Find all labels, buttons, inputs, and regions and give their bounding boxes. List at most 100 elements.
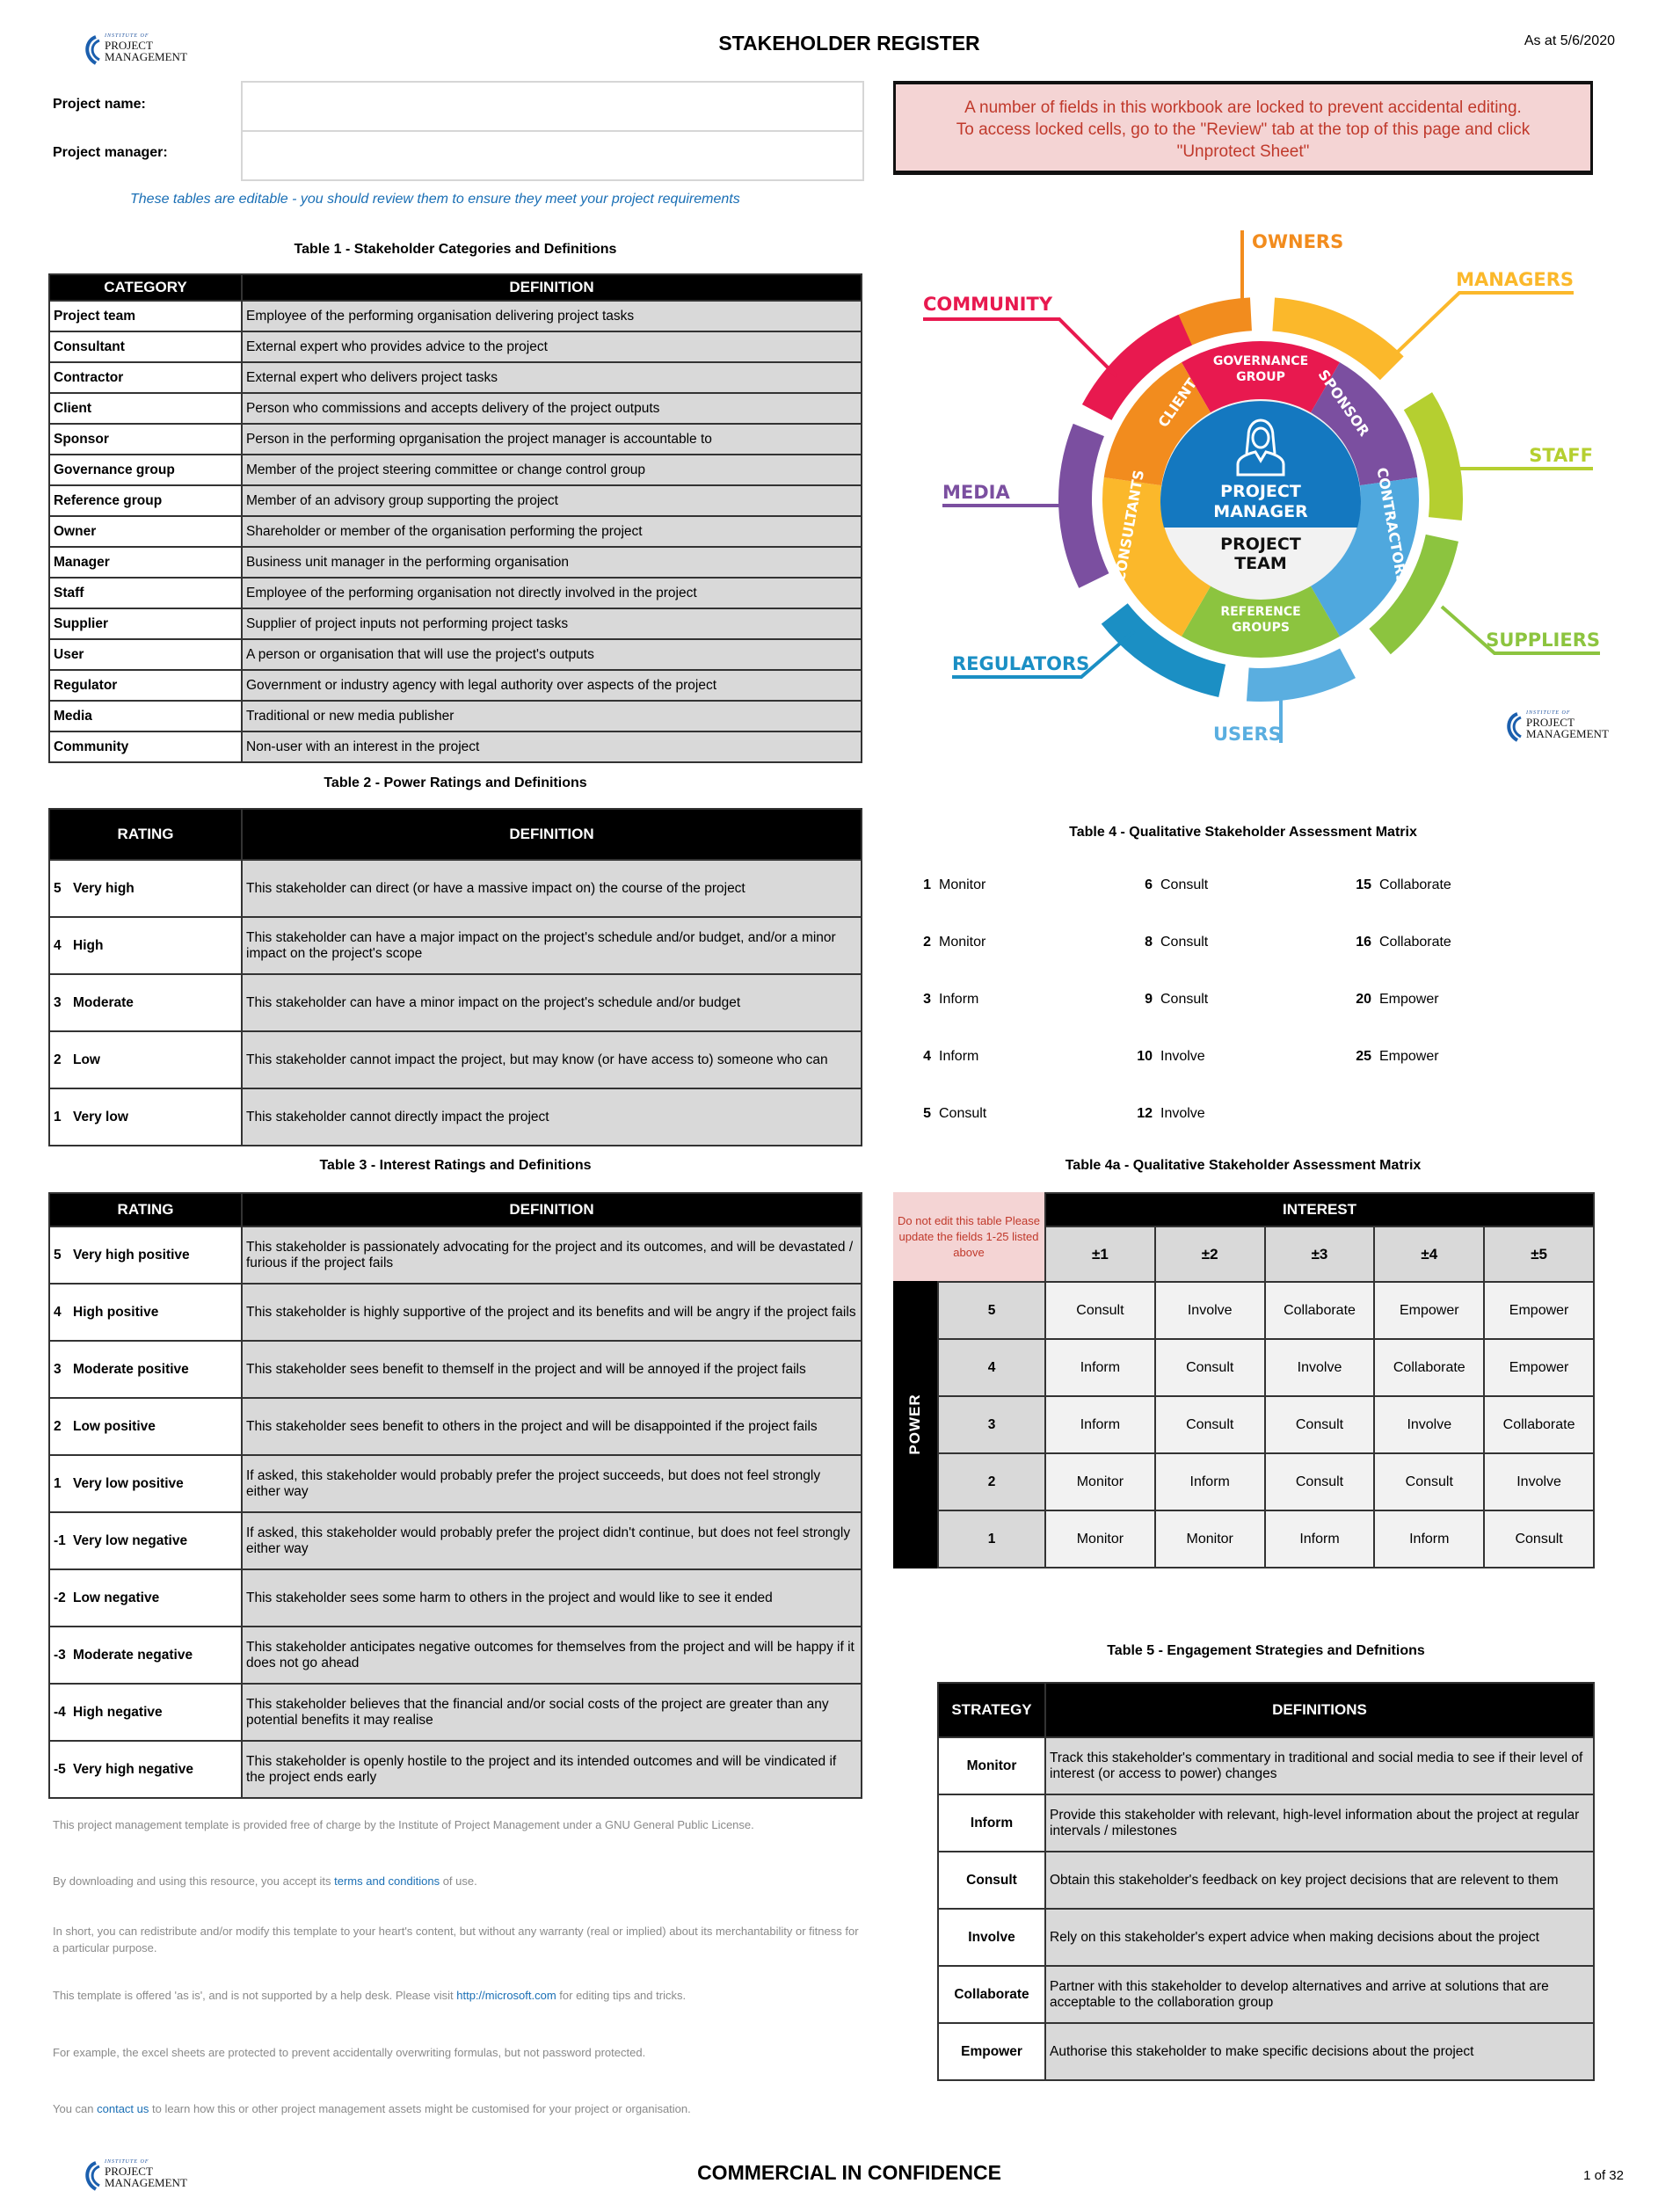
definition-cell[interactable]: Rely on this stakeholder's expert advice… xyxy=(1044,1908,1595,1967)
definition-cell[interactable]: This stakeholder sees some harm to other… xyxy=(241,1568,862,1627)
project-name-field[interactable] xyxy=(241,81,864,132)
definition-cell[interactable]: Employee of the performing organisation … xyxy=(241,300,862,332)
definition-cell[interactable]: Government or industry agency with legal… xyxy=(241,669,862,702)
definition-cell[interactable]: This stakeholder anticipates negative ou… xyxy=(241,1626,862,1685)
rating-cell[interactable]: 5 Very high xyxy=(48,859,243,918)
definition-cell[interactable]: Authorise this stakeholder to make speci… xyxy=(1044,2022,1595,2081)
definition-cell[interactable]: This stakeholder is highly supportive of… xyxy=(241,1283,862,1342)
logo-text-name: PROJECT MANAGEMENT xyxy=(105,2165,187,2188)
definition-cell[interactable]: Obtain this stakeholder's feedback on ke… xyxy=(1044,1851,1595,1910)
category-cell[interactable]: Sponsor xyxy=(48,423,243,455)
score-number: 3 xyxy=(923,992,931,1007)
interest-level-header: ±2 xyxy=(1153,1226,1266,1283)
warning-line: To access locked cells, go to the "Revie… xyxy=(956,120,1531,139)
category-cell[interactable]: Governance group xyxy=(48,454,243,486)
outer-ring-arc xyxy=(1272,297,1404,381)
definition-cell[interactable]: This stakeholder cannot impact the proje… xyxy=(241,1030,862,1089)
note-text: In short, you can redistribute and/or mo… xyxy=(53,1925,859,1954)
definition-cell[interactable]: Business unit manager in the performing … xyxy=(241,546,862,579)
strategy-cell[interactable]: Collaborate xyxy=(937,1965,1046,2024)
matrix-score-item: 25 Empower xyxy=(1336,1049,1438,1065)
rating-cell[interactable]: 4 High positive xyxy=(48,1283,243,1342)
definition-cell[interactable]: This stakeholder can have a major impact… xyxy=(241,916,862,975)
definition-cell[interactable]: This stakeholder can direct (or have a m… xyxy=(241,859,862,918)
rating-cell[interactable]: -1 Very low negative xyxy=(48,1511,243,1570)
definition-cell[interactable]: This stakeholder is passionately advocat… xyxy=(241,1226,862,1285)
definition-cell[interactable]: This stakeholder sees benefit to themsel… xyxy=(241,1340,862,1399)
rating-cell[interactable]: -4 High negative xyxy=(48,1683,243,1742)
definition-cell[interactable]: Shareholder or member of the organisatio… xyxy=(241,515,862,548)
category-cell[interactable]: Reference group xyxy=(48,484,243,517)
table-row: User A person or organisation that will u… xyxy=(48,638,862,671)
definition-cell[interactable]: This stakeholder sees benefit to others … xyxy=(241,1397,862,1456)
logo-text-institute: INSTITUTE OF xyxy=(105,2159,149,2165)
rating-cell[interactable]: 2 Low xyxy=(48,1030,243,1089)
note-link[interactable]: contact us xyxy=(97,2102,149,2115)
category-cell[interactable]: User xyxy=(48,638,243,671)
definition-cell[interactable]: External expert who delivers project tas… xyxy=(241,361,862,394)
strategy-cell[interactable]: Consult xyxy=(937,1851,1046,1910)
definition-cell[interactable]: Track this stakeholder's commentary in t… xyxy=(1044,1736,1595,1795)
editable-note: These tables are editable - you should r… xyxy=(130,192,740,207)
definition-cell[interactable]: Employee of the performing organisation … xyxy=(241,577,862,609)
matrix-cell: Consult xyxy=(1263,1452,1376,1511)
note-link[interactable]: terms and conditions xyxy=(334,1874,440,1888)
category-cell[interactable]: Regulator xyxy=(48,669,243,702)
strategy-cell[interactable]: Inform xyxy=(937,1794,1046,1852)
category-cell[interactable]: Community xyxy=(48,731,243,763)
category-cell[interactable]: Consultant xyxy=(48,331,243,363)
outer-ring-arc xyxy=(1081,314,1192,420)
rating-cell[interactable]: 3 Moderate positive xyxy=(48,1340,243,1399)
strategy-cell[interactable]: Empower xyxy=(937,2022,1046,2081)
category-cell[interactable]: Manager xyxy=(48,546,243,579)
definition-cell[interactable]: External expert who provides advice to t… xyxy=(241,331,862,363)
note-text: By downloading and using this resource, … xyxy=(53,1874,335,1888)
definition-cell[interactable]: Member of the project steering committee… xyxy=(241,454,862,486)
table-row: Empower Authorise this stakeholder to mak… xyxy=(937,2022,1595,2081)
project-manager-field[interactable] xyxy=(241,130,864,181)
score-number: 1 xyxy=(923,877,931,892)
table-row: 3 Moderate This stakeholder can have a min… xyxy=(48,973,862,1032)
strategy-cell[interactable]: Involve xyxy=(937,1908,1046,1967)
column-header: RATING xyxy=(48,1192,243,1227)
definition-cell[interactable]: This stakeholder believes that the finan… xyxy=(241,1683,862,1742)
category-cell[interactable]: Supplier xyxy=(48,608,243,640)
category-cell[interactable]: Owner xyxy=(48,515,243,548)
definition-cell[interactable]: Supplier of project inputs not performin… xyxy=(241,608,862,640)
rating-cell[interactable]: -5 Very high negative xyxy=(48,1740,243,1799)
rating-cell[interactable]: -3 Moderate negative xyxy=(48,1626,243,1685)
definition-cell[interactable]: Person who commissions and accepts deliv… xyxy=(241,392,862,425)
definition-cell[interactable]: Partner with this stakeholder to develop… xyxy=(1044,1965,1595,2024)
rating-cell[interactable]: 5 Very high positive xyxy=(48,1226,243,1285)
definition-cell[interactable]: This stakeholder is openly hostile to th… xyxy=(241,1740,862,1799)
matrix-cell: Consult xyxy=(1153,1338,1266,1397)
rating-cell[interactable]: -2 Low negative xyxy=(48,1568,243,1627)
table5-title: Table 5 - Engagement Strategies and Defn… xyxy=(1107,1643,1425,1658)
note-link[interactable]: http://microsoft.com xyxy=(456,1989,556,2002)
ipm-logo: INSTITUTE OF PROJECT MANAGEMENT xyxy=(82,33,196,65)
definition-cell[interactable]: Traditional or new media publisher xyxy=(241,700,862,732)
rating-cell[interactable]: 4 High xyxy=(48,916,243,975)
definition-cell[interactable]: This stakeholder cannot directly impact … xyxy=(241,1088,862,1146)
category-cell[interactable]: Project team xyxy=(48,300,243,332)
definition-cell[interactable]: Member of an advisory group supporting t… xyxy=(241,484,862,517)
definition-cell[interactable]: If asked, this stakeholder would probabl… xyxy=(241,1454,862,1513)
matrix-row: 3 Inform Consult Consult Involve Collaborate xyxy=(937,1395,1595,1454)
definition-cell[interactable]: Non-user with an interest in the project xyxy=(241,731,862,763)
definition-cell[interactable]: This stakeholder can have a minor impact… xyxy=(241,973,862,1032)
definition-cell[interactable]: Person in the performing oprganisation t… xyxy=(241,423,862,455)
rating-cell[interactable]: 1 Very low xyxy=(48,1088,243,1146)
rating-cell[interactable]: 2 Low positive xyxy=(48,1397,243,1456)
category-cell[interactable]: Media xyxy=(48,700,243,732)
rating-cell[interactable]: 3 Moderate xyxy=(48,973,243,1032)
definition-cell[interactable]: Provide this stakeholder with relevant, … xyxy=(1044,1794,1595,1852)
category-cell[interactable]: Contractor xyxy=(48,361,243,394)
blank-cell xyxy=(938,1226,1045,1282)
rating-cell[interactable]: 1 Very low positive xyxy=(48,1454,243,1513)
category-cell[interactable]: Client xyxy=(48,392,243,425)
definition-cell[interactable]: If asked, this stakeholder would probabl… xyxy=(241,1511,862,1570)
category-cell[interactable]: Staff xyxy=(48,577,243,609)
strategy-cell[interactable]: Monitor xyxy=(937,1736,1046,1795)
note-text: of use. xyxy=(440,1874,477,1888)
definition-cell[interactable]: A person or organisation that will use t… xyxy=(241,638,862,671)
